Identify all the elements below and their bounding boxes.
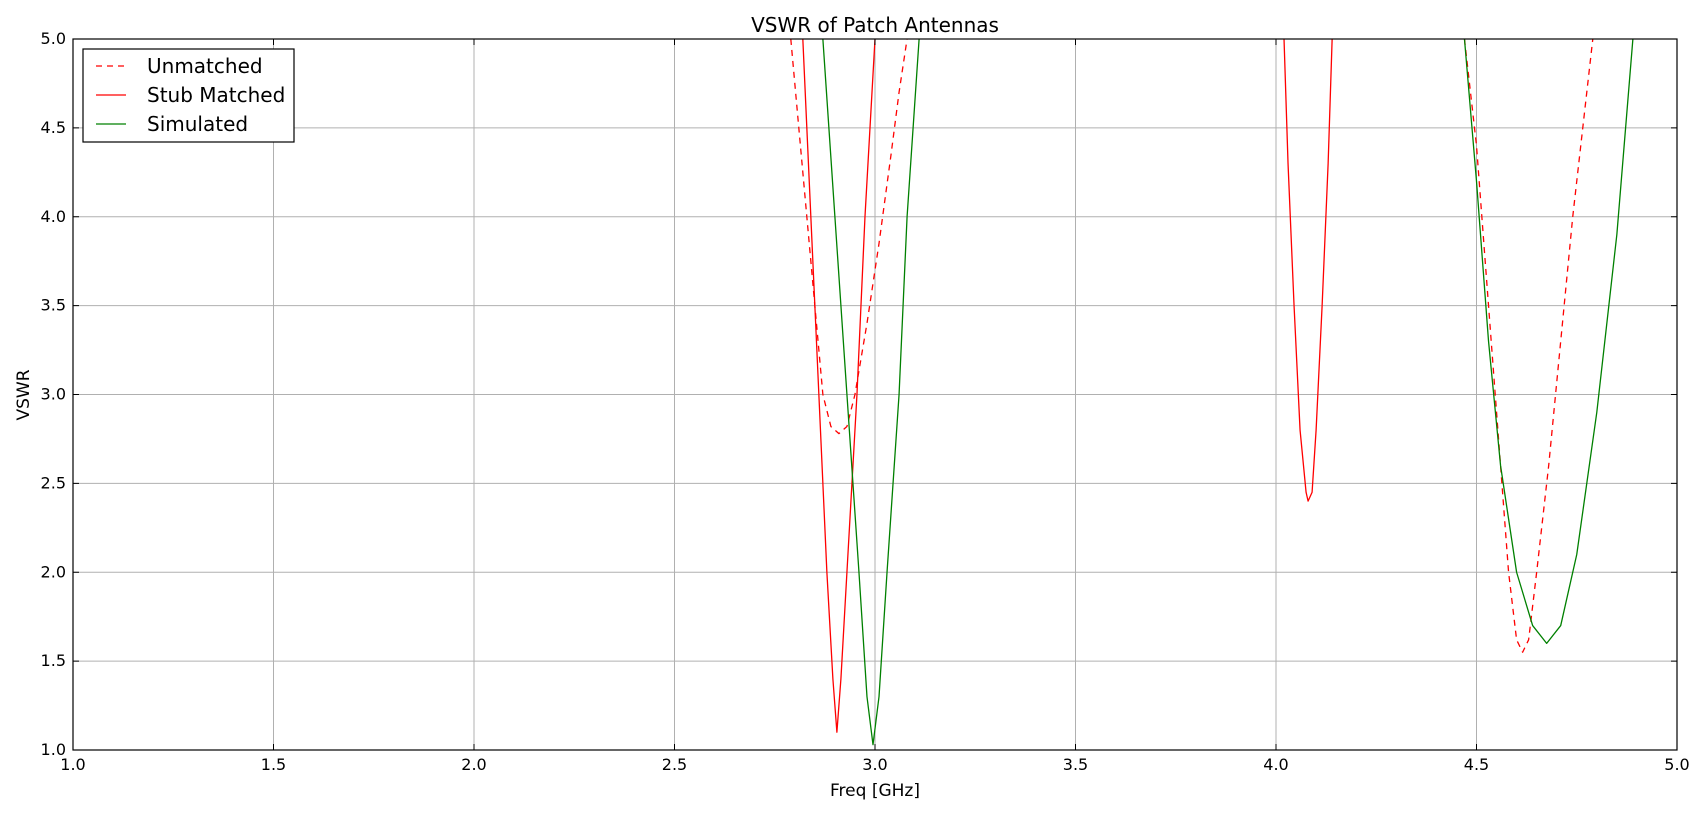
x-tick-label: 4.0 — [1263, 755, 1288, 774]
y-tick-label: 2.0 — [41, 562, 66, 581]
y-tick-label: 3.5 — [41, 296, 66, 315]
ticks-layer: 1.0 1.5 2.0 2.5 3.0 3.5 4.0 4.5 5.0 1.0 1.5 2.0 2.5 3… — [41, 29, 1690, 774]
grid-layer — [73, 39, 1677, 750]
y-tick-label: 1.0 — [41, 740, 66, 759]
y-tick-label: 2.5 — [41, 473, 66, 492]
y-tick-label: 3.0 — [41, 385, 66, 404]
legend-label-simulated: Simulated — [147, 112, 248, 136]
unmatched-line-segment-1 — [790, 39, 908, 435]
unmatched-line-segment-2 — [1463, 39, 1594, 653]
y-tick-label: 4.0 — [41, 207, 66, 226]
series-layer — [790, 39, 1634, 746]
legend-items: Unmatched Stub Matched Simulated — [96, 54, 285, 136]
legend: Unmatched Stub Matched Simulated — [82, 48, 295, 143]
x-tick-label: 4.5 — [1464, 755, 1489, 774]
x-tick-label: 1.0 — [60, 755, 85, 774]
simulated-line-segment-1 — [822, 39, 920, 746]
y-axis-title: VSWR — [14, 369, 34, 420]
x-tick-label: 1.5 — [261, 755, 286, 774]
stub-matched-line-segment-1 — [802, 39, 876, 733]
x-tick-label: 3.0 — [862, 755, 887, 774]
x-tick-label: 5.0 — [1664, 755, 1689, 774]
y-tick-label: 5.0 — [41, 29, 66, 48]
legend-label-unmatched: Unmatched — [147, 54, 263, 78]
y-tick-label: 4.5 — [41, 118, 66, 137]
x-tick-label: 2.0 — [461, 755, 486, 774]
simulated-line-segment-2 — [1463, 39, 1634, 644]
legend-label-stub-matched: Stub Matched — [147, 83, 285, 107]
chart-title: VSWR of Patch Antennas — [751, 13, 999, 37]
stub-matched-line-segment-2 — [1283, 39, 1333, 502]
y-tick-label: 1.5 — [41, 651, 66, 670]
x-tick-label: 3.5 — [1063, 755, 1088, 774]
x-axis-title: Freq [GHz] — [830, 781, 920, 801]
x-tick-label: 2.5 — [662, 755, 687, 774]
